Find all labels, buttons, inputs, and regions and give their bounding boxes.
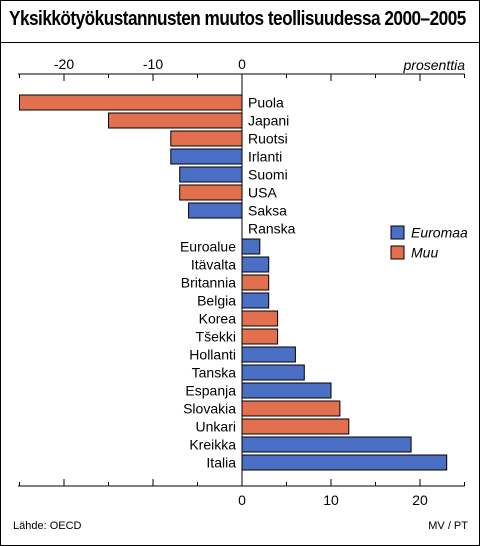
bar (179, 184, 243, 201)
bar (188, 202, 243, 219)
bottom-tick-label: 20 (412, 492, 428, 508)
bar (241, 400, 341, 417)
title-divider (0, 42, 480, 43)
legend-label: Muu (411, 245, 438, 261)
legend-swatch (390, 225, 405, 240)
category-label: Ranska (248, 221, 296, 237)
top-tick-label: 0 (238, 56, 246, 72)
bar (241, 346, 296, 363)
category-label: Japani (248, 113, 289, 129)
bar (241, 418, 350, 435)
bar (241, 310, 279, 327)
top-tick-label: -10 (143, 56, 163, 72)
legend-label: Euromaa (411, 225, 468, 241)
bar (241, 328, 279, 345)
category-label: Euroalue (180, 239, 236, 255)
category-label: Saksa (248, 203, 287, 219)
bar (241, 382, 332, 399)
legend-swatch (390, 245, 405, 260)
category-label: Britannia (181, 275, 236, 291)
chart-title: Yksikkötyökustannusten muutos teollisuud… (9, 8, 466, 30)
bar (170, 130, 243, 147)
source-note: Lähde: OECD (13, 520, 82, 532)
category-label: Kreikka (189, 437, 236, 453)
credit-note: MV / PT (428, 520, 468, 532)
bar (241, 238, 261, 255)
bar (241, 454, 448, 471)
category-label: Tanska (192, 365, 237, 381)
category-label: Ruotsi (248, 131, 288, 147)
category-label: Itävalta (191, 257, 236, 273)
category-label: Slovakia (183, 401, 236, 417)
category-label: Italia (206, 455, 236, 471)
category-label: Korea (199, 311, 237, 327)
category-label: Puola (248, 95, 284, 111)
category-label: Hollanti (189, 347, 236, 363)
category-label: Espanja (185, 383, 236, 399)
bar (241, 256, 270, 273)
bar (241, 436, 412, 453)
bar (241, 292, 270, 309)
category-label: Tšekki (196, 329, 236, 345)
category-label: Belgia (197, 293, 236, 309)
category-label: Unkari (196, 419, 236, 435)
bar (170, 148, 243, 165)
bottom-tick-label: 0 (238, 492, 246, 508)
unit-label: prosenttia (403, 57, 466, 73)
bar (241, 274, 270, 291)
bar (108, 112, 243, 129)
bar (179, 166, 243, 183)
category-label: Irlanti (248, 149, 282, 165)
bottom-tick-label: 10 (323, 492, 339, 508)
category-label: USA (248, 185, 277, 201)
bar (19, 94, 243, 111)
top-tick-label: -20 (54, 56, 74, 72)
category-label: Suomi (248, 167, 288, 183)
bar (241, 364, 305, 381)
